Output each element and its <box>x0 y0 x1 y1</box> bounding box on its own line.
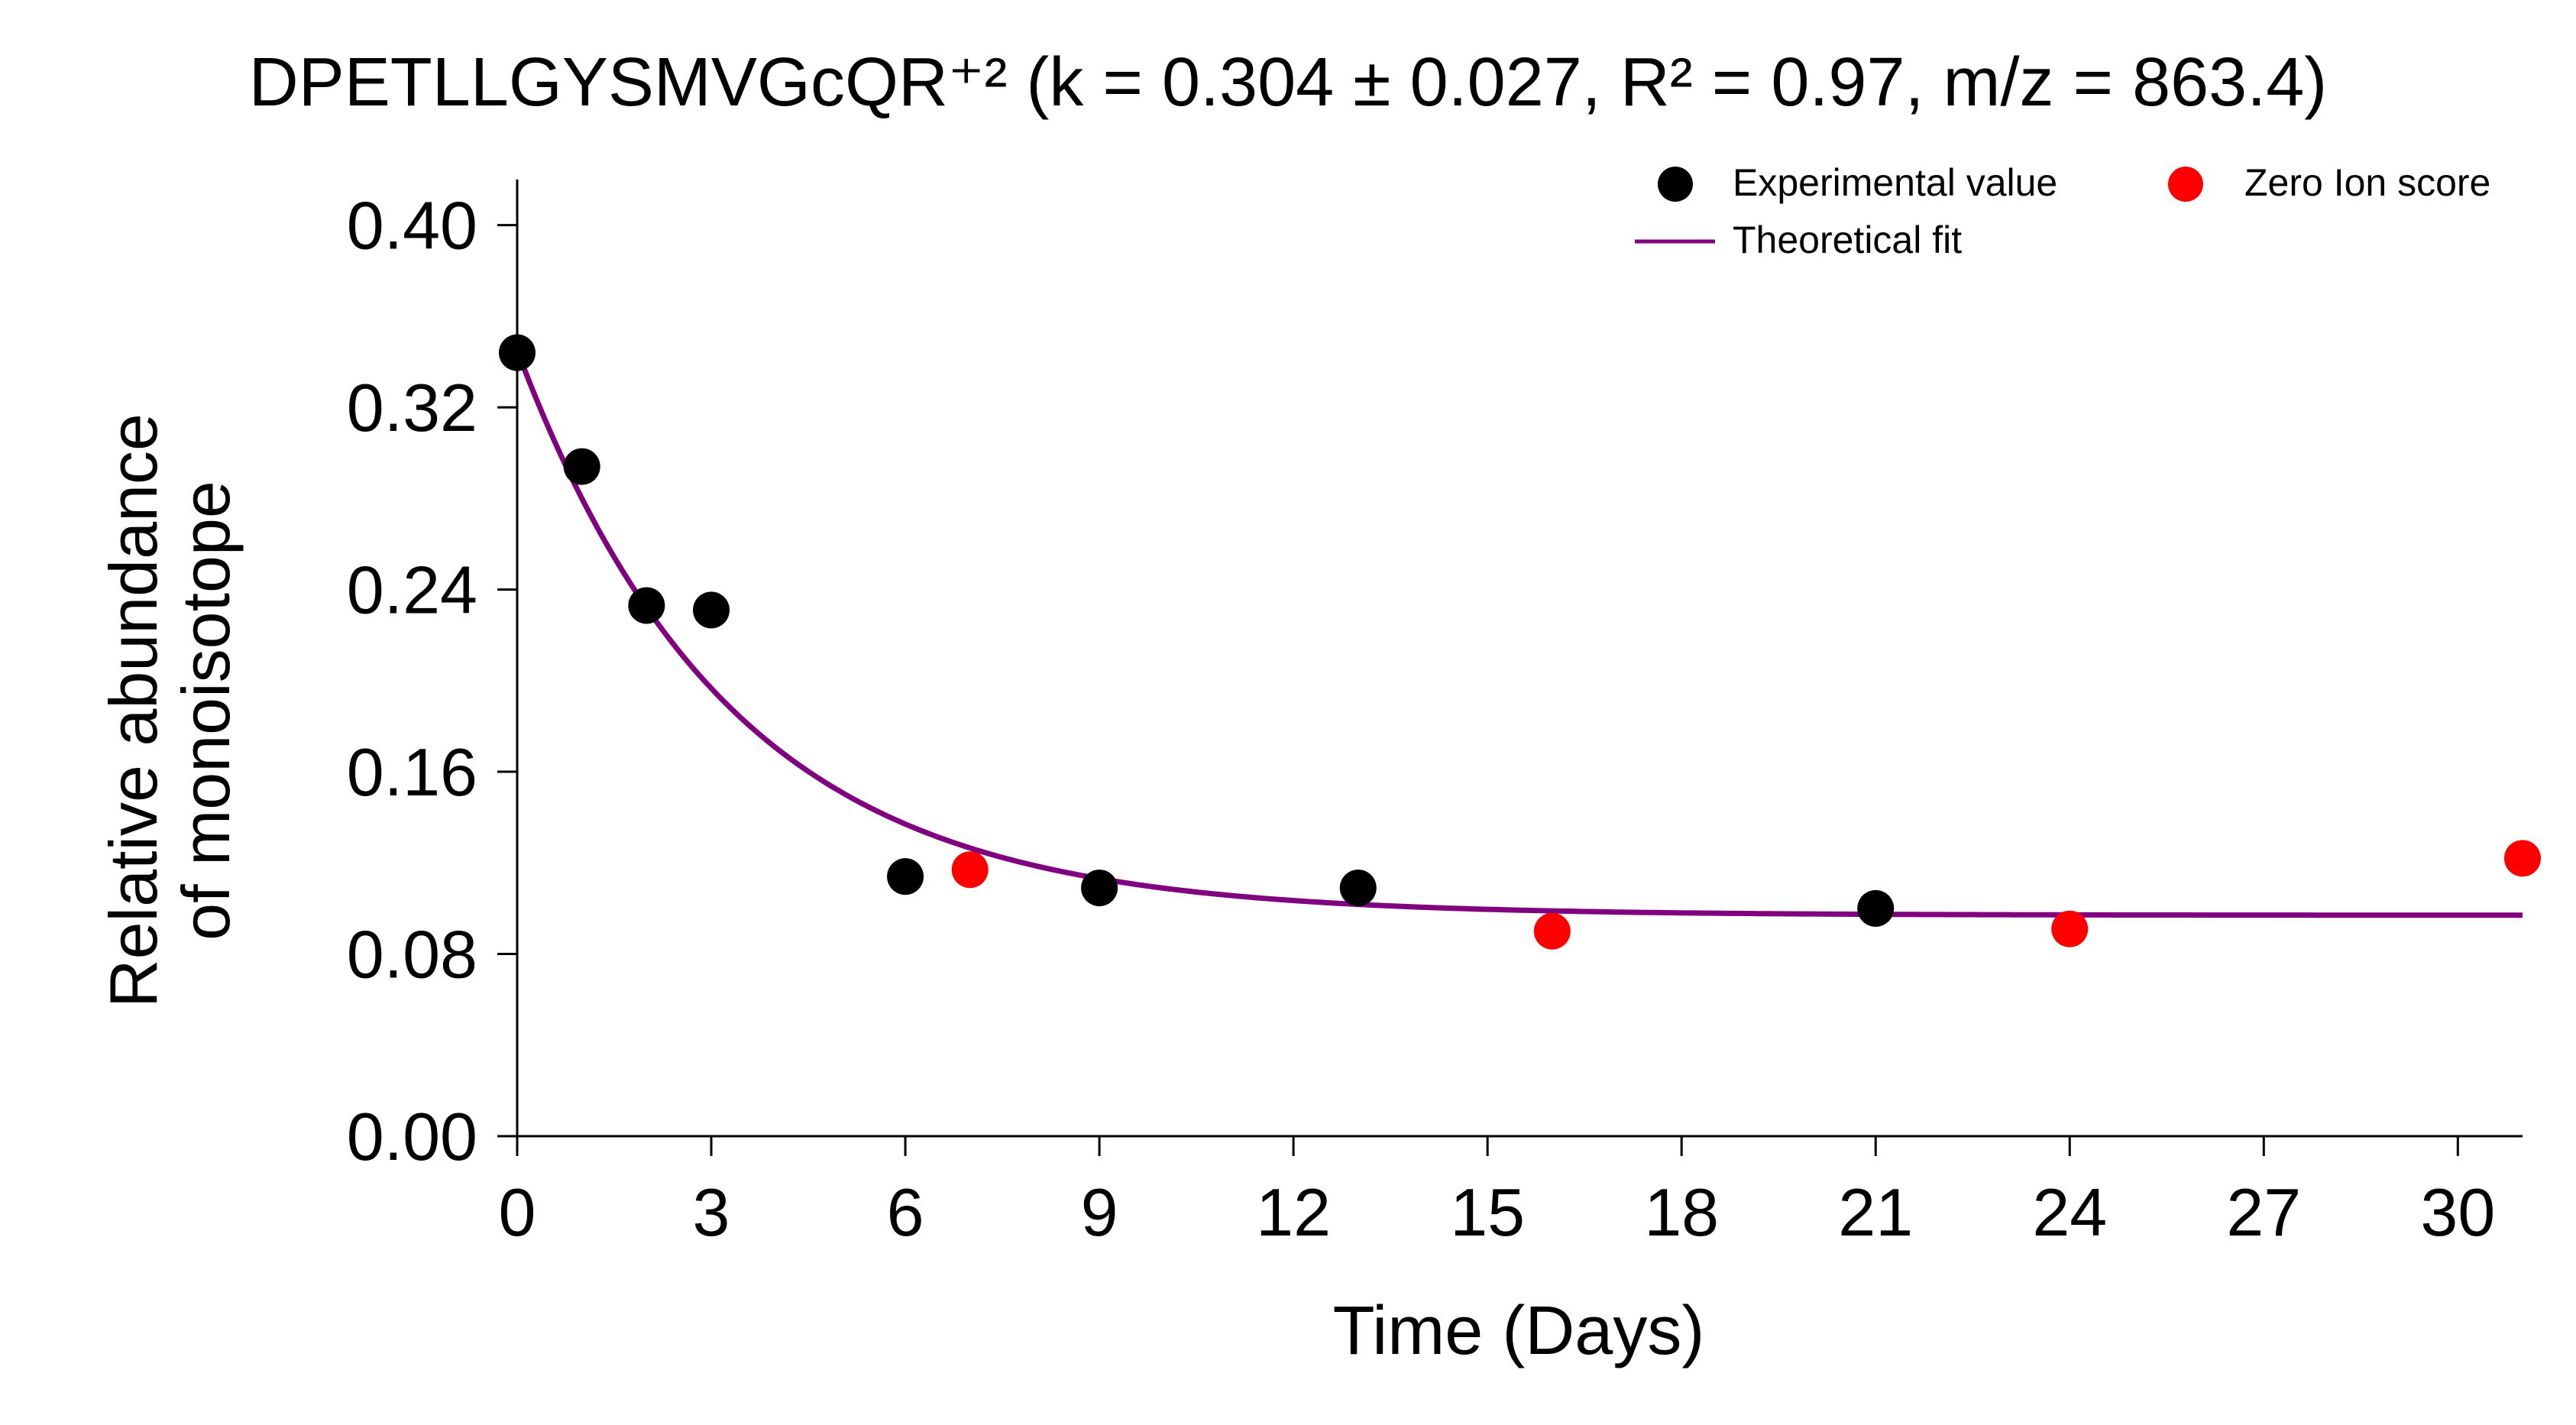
y-axis-ticks: 0.00 0.08 0.16 0.24 0.32 0.40 <box>347 188 517 1174</box>
x-tick-label: 6 <box>887 1174 924 1250</box>
experimental-point <box>1857 889 1895 927</box>
y-axis-label-line-2: of monoisotope <box>168 481 244 941</box>
zero-ion-point <box>951 851 989 889</box>
y-tick-label: 0.08 <box>347 917 477 993</box>
x-tick-label: 24 <box>2032 1174 2107 1250</box>
y-tick-label: 0.24 <box>347 552 477 628</box>
x-tick-label: 3 <box>693 1174 730 1250</box>
legend-experimental-marker <box>1658 167 1693 202</box>
y-tick-label: 0.16 <box>347 734 477 810</box>
experimental-point <box>887 858 924 895</box>
x-tick-label: 30 <box>2420 1174 2495 1250</box>
zero-ion-points <box>951 840 2541 950</box>
x-tick-label: 0 <box>499 1174 536 1250</box>
x-axis-ticks: 0 3 6 9 12 15 18 21 24 27 30 <box>499 1136 2495 1250</box>
experimental-point <box>693 591 730 629</box>
legend-zero-ion-marker <box>2168 167 2203 202</box>
x-axis-label: Time (Days) <box>1333 1293 1705 1369</box>
experimental-point <box>499 334 536 371</box>
theoretical-fit-line <box>514 349 2523 918</box>
x-tick-label: 21 <box>1838 1174 1913 1250</box>
legend-zero-ion-label: Zero Ion score <box>2244 161 2490 204</box>
x-tick-label: 12 <box>1256 1174 1331 1250</box>
zero-ion-point <box>1533 912 1571 950</box>
legend-experimental-label: Experimental value <box>1733 161 2057 204</box>
x-tick-label: 15 <box>1450 1174 1525 1250</box>
y-tick-label: 0.40 <box>347 188 477 264</box>
experimental-point <box>628 587 665 624</box>
zero-ion-point <box>2504 840 2541 877</box>
experimental-point <box>1339 870 1377 907</box>
x-tick-label: 27 <box>2226 1174 2301 1250</box>
experimental-points <box>499 334 1895 927</box>
legend: Experimental value Zero Ion score Theore… <box>1635 161 2490 261</box>
x-tick-label: 9 <box>1081 1174 1118 1250</box>
experimental-point <box>1081 870 1118 907</box>
y-tick-label: 0.00 <box>347 1099 477 1174</box>
legend-fit-label: Theoretical fit <box>1733 219 1962 261</box>
chart-title: DPETLLGYSMVGcQR⁺² (k = 0.304 ± 0.027, R²… <box>249 44 2328 121</box>
y-axis-label-line-1: Relative abundance <box>95 413 171 1008</box>
x-tick-label: 18 <box>1644 1174 1719 1250</box>
zero-ion-point <box>2051 910 2089 947</box>
y-axis-label: Relative abundance of monoisotope <box>95 413 244 1008</box>
experimental-point <box>563 448 600 485</box>
y-tick-label: 0.32 <box>347 370 477 445</box>
